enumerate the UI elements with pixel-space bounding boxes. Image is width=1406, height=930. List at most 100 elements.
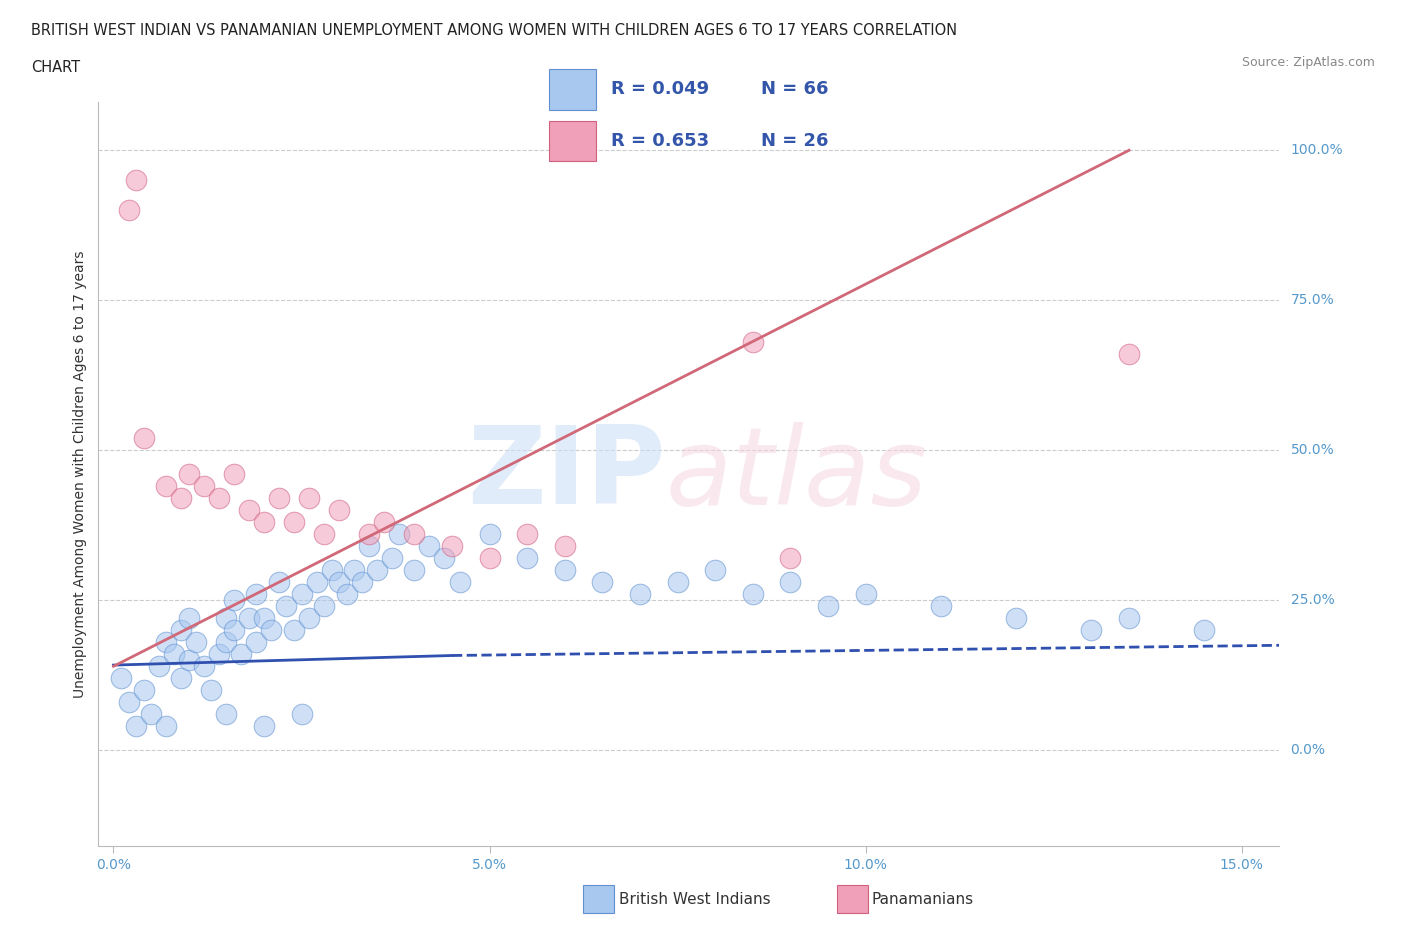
Point <box>155 479 177 494</box>
Point <box>336 587 359 602</box>
Point <box>1080 623 1102 638</box>
Point <box>139 707 162 722</box>
Point <box>148 658 170 673</box>
Point <box>404 527 426 542</box>
Text: N = 26: N = 26 <box>761 132 828 150</box>
Point <box>298 611 321 626</box>
Text: R = 0.049: R = 0.049 <box>612 81 709 99</box>
Point <box>238 611 260 626</box>
Text: CHART: CHART <box>31 60 80 75</box>
Point <box>177 467 200 482</box>
Point <box>222 623 245 638</box>
Bar <box>548 70 596 110</box>
Point <box>516 527 538 542</box>
Point <box>554 538 576 553</box>
Point <box>305 575 328 590</box>
Text: 75.0%: 75.0% <box>1291 293 1334 307</box>
Point <box>208 491 231 506</box>
Point <box>253 611 276 626</box>
Point <box>1118 347 1140 362</box>
Point <box>298 491 321 506</box>
Point <box>267 491 290 506</box>
Point <box>779 575 801 590</box>
Point <box>260 623 283 638</box>
Text: British West Indians: British West Indians <box>619 892 770 907</box>
Point <box>328 503 350 518</box>
Point <box>381 551 404 565</box>
Point <box>215 707 238 722</box>
Point <box>328 575 350 590</box>
Point <box>155 719 177 734</box>
Point <box>418 538 440 553</box>
Text: atlas: atlas <box>665 422 927 526</box>
Text: Panamanians: Panamanians <box>872 892 974 907</box>
Point <box>666 575 689 590</box>
Point <box>359 527 381 542</box>
Point <box>290 707 312 722</box>
Point <box>1005 611 1028 626</box>
Point <box>238 503 260 518</box>
Point <box>125 173 148 188</box>
Point <box>779 551 801 565</box>
Point <box>283 515 305 530</box>
Point <box>350 575 373 590</box>
Point <box>170 623 193 638</box>
Point <box>132 431 155 445</box>
Point <box>193 658 215 673</box>
Point <box>193 479 215 494</box>
Point <box>741 335 763 350</box>
Text: 0.0%: 0.0% <box>1291 743 1326 757</box>
Point <box>186 635 208 650</box>
Point <box>554 563 576 578</box>
Point <box>741 587 763 602</box>
Point <box>231 647 253 662</box>
Point <box>245 587 267 602</box>
Point <box>253 719 276 734</box>
Point <box>283 623 305 638</box>
Point <box>314 527 336 542</box>
Text: R = 0.653: R = 0.653 <box>612 132 709 150</box>
Point <box>170 491 193 506</box>
Point <box>591 575 613 590</box>
Point <box>433 551 456 565</box>
Point <box>321 563 343 578</box>
Point <box>388 527 411 542</box>
Point <box>267 575 290 590</box>
Point <box>132 683 155 698</box>
Point <box>290 587 312 602</box>
Text: 100.0%: 100.0% <box>1291 143 1343 157</box>
Point <box>125 719 148 734</box>
Point <box>208 647 231 662</box>
Point <box>170 671 193 685</box>
Point <box>628 587 651 602</box>
Point <box>215 611 238 626</box>
Point <box>516 551 538 565</box>
Point <box>478 551 501 565</box>
Point <box>704 563 727 578</box>
Text: ZIP: ZIP <box>467 421 665 527</box>
Point <box>817 599 839 614</box>
Point <box>478 527 501 542</box>
Point <box>1118 611 1140 626</box>
Point <box>177 653 200 668</box>
Point <box>929 599 952 614</box>
Bar <box>548 121 596 161</box>
Point <box>314 599 336 614</box>
Point <box>110 671 132 685</box>
Point <box>343 563 366 578</box>
Point <box>177 611 200 626</box>
Text: 25.0%: 25.0% <box>1291 593 1334 607</box>
Y-axis label: Unemployment Among Women with Children Ages 6 to 17 years: Unemployment Among Women with Children A… <box>73 250 87 698</box>
Point <box>163 647 186 662</box>
Point <box>440 538 463 553</box>
Point <box>155 635 177 650</box>
Point <box>117 695 139 710</box>
Point <box>359 538 381 553</box>
Point <box>373 515 395 530</box>
Text: N = 66: N = 66 <box>761 81 828 99</box>
Point <box>117 203 139 218</box>
Point <box>222 592 245 607</box>
Text: BRITISH WEST INDIAN VS PANAMANIAN UNEMPLOYMENT AMONG WOMEN WITH CHILDREN AGES 6 : BRITISH WEST INDIAN VS PANAMANIAN UNEMPL… <box>31 23 957 38</box>
Point <box>855 587 877 602</box>
Point <box>200 683 222 698</box>
